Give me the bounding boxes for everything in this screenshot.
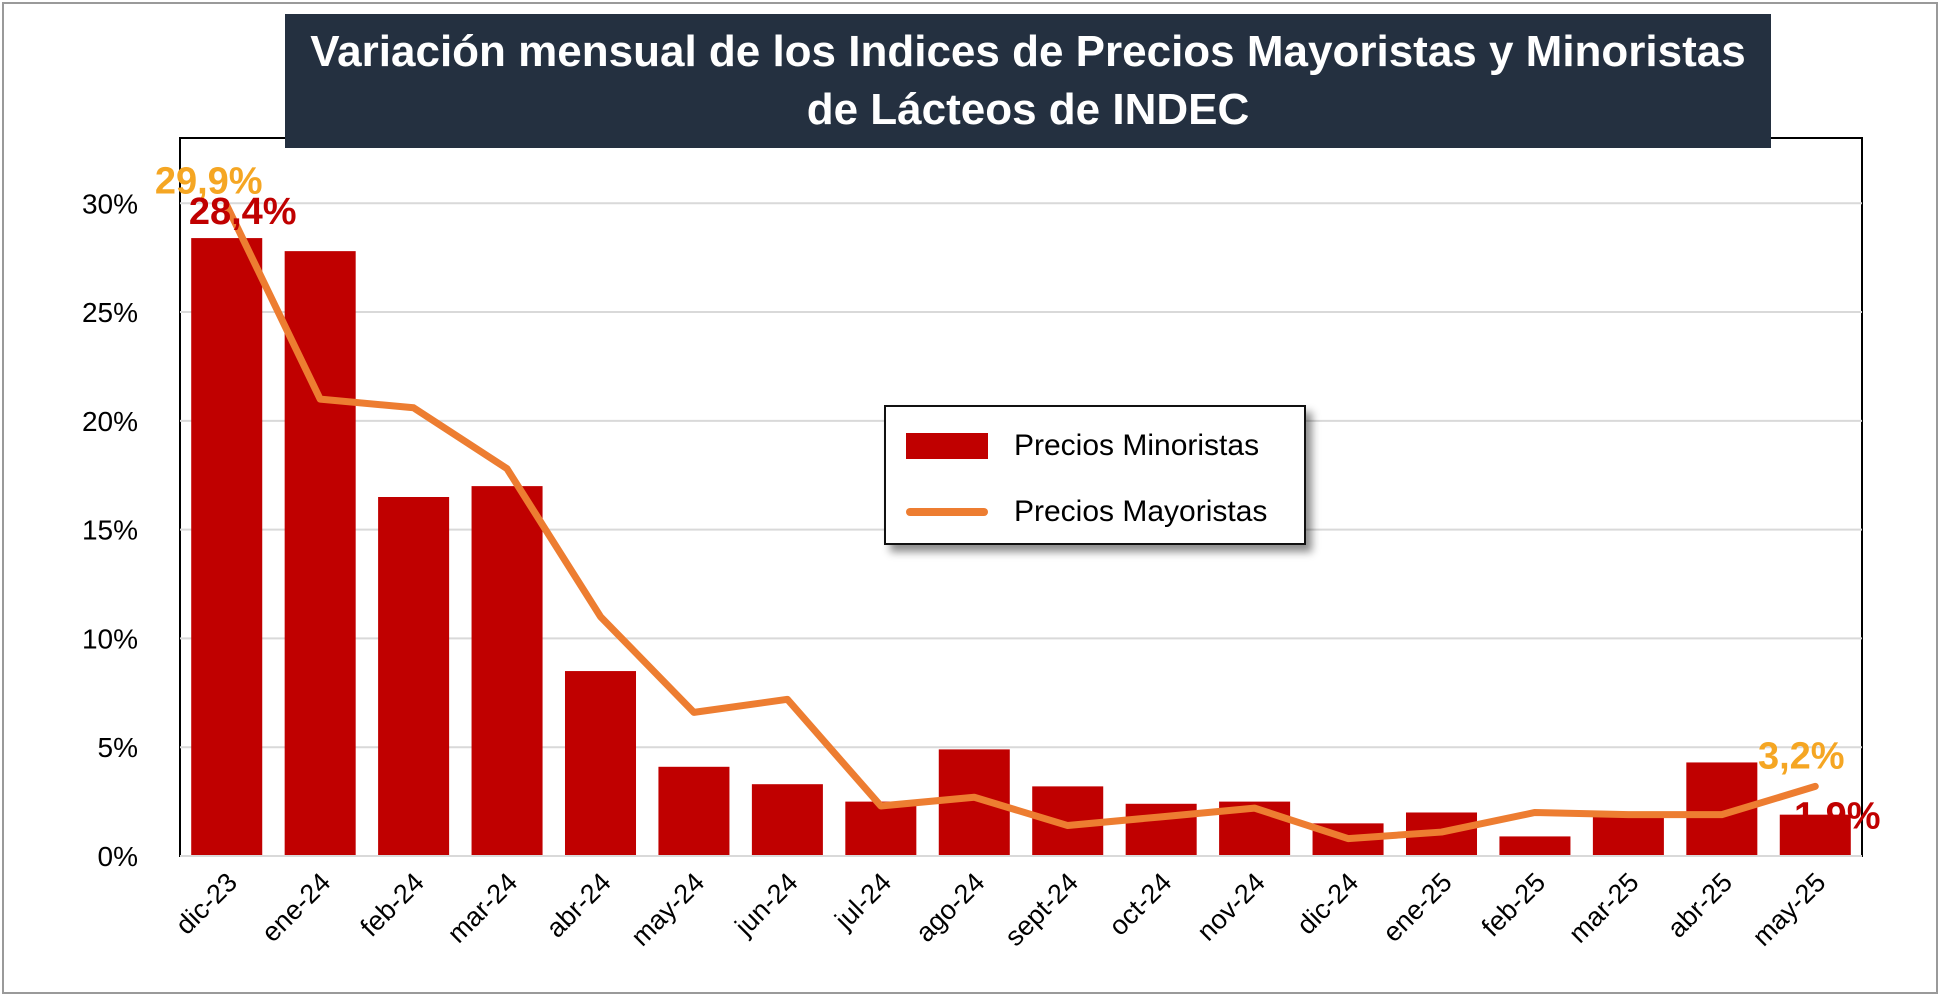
y-tick-label: 15%: [82, 515, 138, 546]
data-label-mayoristas: 3,2%: [1758, 735, 1845, 777]
x-tick-label: feb-25: [1476, 867, 1551, 942]
bar-minoristas: [1499, 836, 1571, 856]
bar-minoristas: [751, 784, 823, 856]
legend-label-mayoristas: Precios Mayoristas: [1014, 495, 1268, 528]
x-tick-label: abr-25: [1662, 867, 1738, 943]
y-tick-label: 25%: [82, 297, 138, 328]
y-tick-label: 5%: [98, 732, 138, 763]
x-tick-label: jul-24: [828, 867, 897, 936]
line-mayoristas: [223, 201, 1819, 843]
x-tick-label: sept-24: [999, 867, 1084, 952]
chart-title-box: Variación mensual de los Indices de Prec…: [285, 14, 1771, 148]
x-tick-label: ene-25: [1377, 867, 1458, 948]
legend-swatch-minoristas: [906, 433, 988, 459]
x-tick-label: abr-24: [540, 867, 616, 943]
bar-minoristas: [378, 497, 450, 856]
bar-minoristas: [191, 238, 263, 857]
x-tick-label: feb-24: [355, 867, 430, 942]
x-tick-label: mar-25: [1563, 867, 1645, 949]
x-tick-label: ene-24: [256, 867, 337, 948]
y-tick-label: 20%: [82, 406, 138, 437]
y-tick-label: 10%: [82, 623, 138, 654]
legend-item-mayoristas: Precios Mayoristas: [906, 495, 1267, 529]
legend-label-minoristas: Precios Minoristas: [1014, 429, 1260, 462]
x-tick-label: jun-24: [729, 867, 804, 942]
legend-item-minoristas: Precios Minoristas: [906, 429, 1259, 463]
x-tick-label: dic-24: [1291, 867, 1364, 940]
x-tick-label: may-25: [1747, 867, 1832, 952]
chart-legend: Precios Minoristas Precios Mayoristas: [884, 405, 1306, 545]
x-tick-label: ago-24: [910, 867, 991, 948]
data-label-mayoristas: 29,9%: [155, 160, 263, 202]
chart-title: Variación mensual de los Indices de Prec…: [310, 27, 1746, 134]
y-tick-label: 30%: [82, 188, 138, 219]
bar-minoristas: [471, 486, 543, 856]
bar-minoristas: [564, 671, 637, 856]
data-label-minoristas: 28,4%: [189, 191, 297, 233]
x-tick-label: oct-24: [1103, 867, 1177, 941]
bar-minoristas: [658, 766, 730, 856]
bar-minoristas: [845, 801, 917, 856]
data-label-minoristas: 1,9%: [1794, 796, 1881, 838]
bar-minoristas: [1592, 816, 1664, 856]
bar-minoristas: [1779, 814, 1851, 856]
legend-swatch-mayoristas: [906, 508, 988, 516]
y-tick-label: 0%: [98, 841, 138, 872]
x-tick-label: nov-24: [1191, 867, 1271, 947]
x-tick-label: may-24: [625, 867, 710, 952]
x-tick-label: dic-23: [170, 867, 243, 940]
x-tick-label: mar-24: [442, 867, 524, 949]
